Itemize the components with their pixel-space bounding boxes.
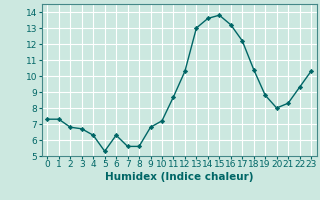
X-axis label: Humidex (Indice chaleur): Humidex (Indice chaleur) [105,172,253,182]
